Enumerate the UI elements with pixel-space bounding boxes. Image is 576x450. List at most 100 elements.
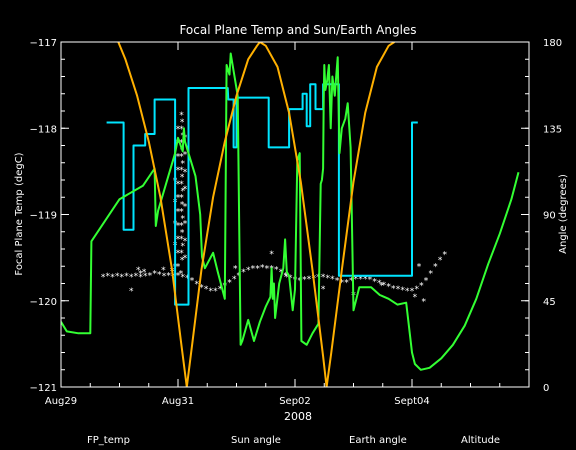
legend-entry-sun-angle: Sun angle bbox=[231, 435, 281, 446]
data-point-fp-temp: * bbox=[288, 274, 293, 284]
data-point-fp-temp: * bbox=[209, 287, 214, 297]
series-line-altitude bbox=[117, 42, 395, 387]
data-point-fp-temp: * bbox=[179, 235, 184, 245]
data-point-fp-temp: * bbox=[180, 273, 185, 283]
data-point-fp-temp: * bbox=[349, 277, 354, 287]
data-point-fp-temp: * bbox=[176, 271, 181, 281]
data-point-fp-temp: * bbox=[176, 249, 181, 259]
data-point-fp-temp: * bbox=[372, 277, 377, 287]
data-point-fp-temp: * bbox=[443, 251, 448, 261]
data-point-fp-temp: * bbox=[176, 263, 181, 273]
data-point-fp-temp: * bbox=[438, 256, 443, 266]
data-point-fp-temp: * bbox=[421, 297, 426, 307]
data-point-fp-temp: * bbox=[204, 285, 209, 295]
data-point-fp-temp: * bbox=[180, 159, 185, 169]
data-point-fp-temp: * bbox=[129, 287, 134, 297]
data-point-fp-temp: * bbox=[274, 265, 279, 275]
y-left-tick-label: −121 bbox=[30, 383, 57, 394]
x-tick-label: Aug31 bbox=[162, 396, 194, 407]
data-point-fp-temp: * bbox=[265, 265, 270, 275]
data-point-fp-temp: * bbox=[183, 168, 188, 178]
data-point-fp-temp: * bbox=[179, 125, 184, 135]
x-tick-label: Sept04 bbox=[394, 396, 430, 407]
x-axis-label: 2008 bbox=[284, 410, 312, 423]
data-point-fp-temp: * bbox=[194, 280, 199, 290]
data-point-fp-temp: * bbox=[179, 221, 184, 231]
series-layer: * * * * * * * * * * * * * * * * * * * * * * * * * * * * * * * * * * * * * * * *… bbox=[61, 42, 520, 387]
data-point-fp-temp: * bbox=[176, 235, 181, 245]
data-point-fp-temp: * bbox=[183, 185, 188, 195]
data-point-fp-temp: * bbox=[335, 277, 340, 287]
data-point-fp-temp: * bbox=[120, 273, 125, 283]
data-point-fp-temp: * bbox=[176, 221, 181, 231]
data-point-fp-temp: * bbox=[183, 202, 188, 212]
data-point-fp-temp: * bbox=[218, 285, 223, 295]
data-point-fp-temp: * bbox=[179, 270, 184, 280]
data-point-fp-temp: * bbox=[136, 266, 141, 276]
data-point-fp-temp: * bbox=[358, 275, 363, 285]
data-point-fp-temp: * bbox=[152, 270, 157, 280]
data-point-fp-temp: * bbox=[180, 201, 185, 211]
data-point-fp-temp: * bbox=[428, 270, 433, 280]
data-point-fp-temp: * bbox=[179, 152, 184, 162]
legend: FP_temp Sun angle Earth angle Altitude bbox=[87, 435, 500, 446]
x-tick-label: Sep02 bbox=[279, 396, 311, 407]
series-line-earth-angle bbox=[61, 52, 520, 371]
data-point-fp-temp: * bbox=[161, 266, 166, 276]
data-point-fp-temp: * bbox=[129, 273, 134, 283]
data-point-fp-temp: * bbox=[321, 285, 326, 295]
data-point-fp-temp: * bbox=[386, 283, 391, 293]
data-point-fp-temp: * bbox=[179, 249, 184, 259]
data-point-fp-temp: * bbox=[138, 270, 143, 280]
data-point-fp-temp: * bbox=[106, 272, 111, 282]
data-point-fp-temp: * bbox=[176, 152, 181, 162]
data-point-fp-temp: * bbox=[213, 287, 218, 297]
y-left-tick-label: −120 bbox=[30, 297, 57, 308]
data-point-fp-temp: * bbox=[302, 276, 307, 286]
data-point-fp-temp: * bbox=[419, 282, 424, 292]
data-point-fp-temp: * bbox=[180, 118, 185, 128]
data-point-fp-temp: * bbox=[148, 271, 153, 281]
data-point-fp-temp: * bbox=[115, 272, 120, 282]
data-point-fp-temp: * bbox=[179, 111, 184, 121]
data-point-fp-temp: * bbox=[233, 265, 238, 275]
data-point-fp-temp: * bbox=[433, 263, 438, 273]
data-point-fp-temp: * bbox=[344, 278, 349, 288]
legend-entry-earth-angle: Earth angle bbox=[349, 435, 407, 446]
data-point-fp-temp: * bbox=[368, 276, 373, 286]
data-point-fp-temp: * bbox=[326, 274, 331, 284]
data-point-fp-temp: * bbox=[142, 268, 147, 278]
data-point-fp-temp: * bbox=[354, 275, 359, 285]
legend-entry-fp-temp: FP_temp bbox=[87, 435, 130, 446]
data-point-fp-temp: * bbox=[417, 263, 422, 273]
data-point-fp-temp: * bbox=[377, 279, 382, 289]
data-point-fp-temp: * bbox=[330, 275, 335, 285]
data-point-fp-temp: * bbox=[162, 272, 167, 282]
y-left-tick-label: −118 bbox=[30, 124, 57, 135]
data-point-fp-temp: * bbox=[321, 273, 326, 283]
data-point-fp-temp: * bbox=[183, 151, 188, 161]
y-right-tick-label: 180 bbox=[543, 38, 562, 49]
data-point-fp-temp: * bbox=[379, 282, 384, 292]
data-point-fp-temp: * bbox=[260, 264, 265, 274]
data-point-fp-temp: * bbox=[284, 273, 289, 283]
y-axis-label-left: Focal Plane Temp (degC) bbox=[14, 152, 25, 275]
data-point-fp-temp: * bbox=[179, 139, 184, 149]
data-point-fp-temp: * bbox=[166, 271, 171, 281]
data-point-fp-temp: * bbox=[246, 266, 251, 276]
data-point-fp-temp: * bbox=[269, 250, 274, 260]
y-right-tick-label: 45 bbox=[543, 297, 556, 308]
y-axis-label-right: Angle (degrees) bbox=[558, 174, 569, 254]
data-point-fp-temp: * bbox=[405, 287, 410, 297]
data-point-fp-temp: * bbox=[391, 284, 396, 294]
data-point-fp-temp: * bbox=[157, 271, 162, 281]
data-point-fp-temp: * bbox=[101, 273, 106, 283]
data-point-fp-temp: * bbox=[400, 286, 405, 296]
data-point-fp-temp: * bbox=[413, 293, 418, 303]
data-point-fp-temp: * bbox=[176, 208, 181, 218]
data-point-fp-temp: * bbox=[179, 180, 184, 190]
data-point-fp-temp: * bbox=[176, 180, 181, 190]
data-point-fp-temp: * bbox=[183, 254, 188, 264]
data-point-fp-temp: * bbox=[340, 278, 345, 288]
data-point-fp-temp: * bbox=[110, 273, 115, 283]
